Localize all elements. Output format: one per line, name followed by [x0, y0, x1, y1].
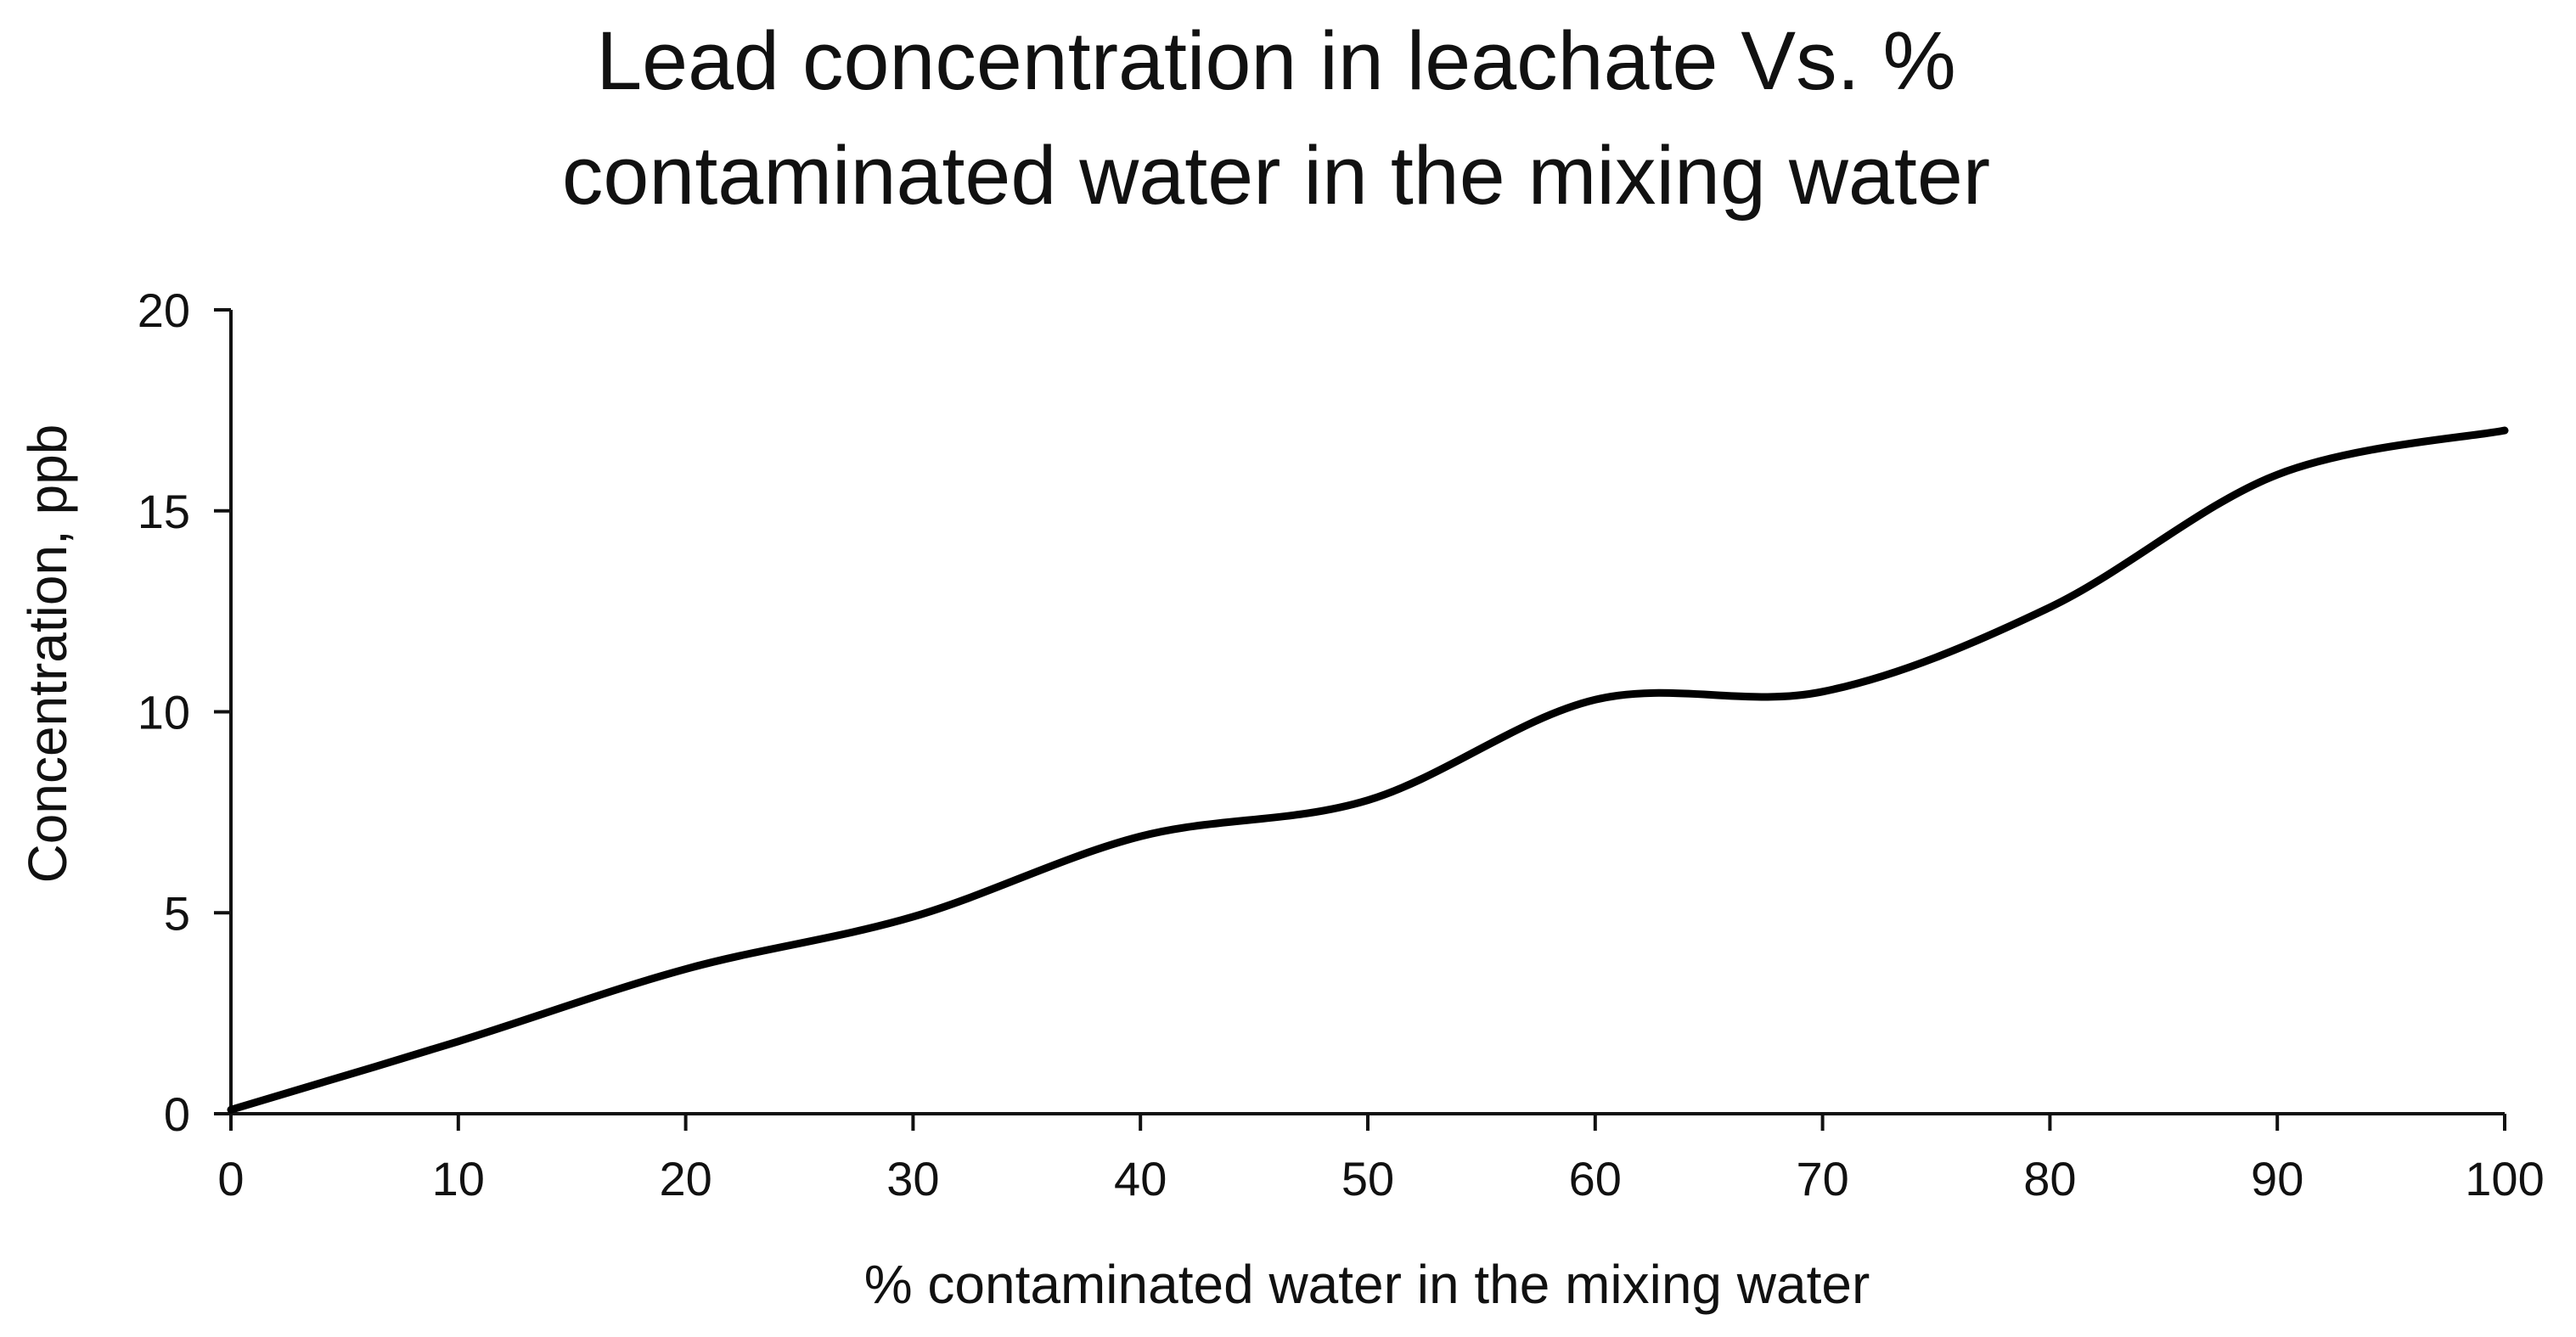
data-point	[1139, 834, 1142, 838]
x-tick-label: 90	[2251, 1152, 2303, 1205]
data-point	[1594, 698, 1597, 701]
x-tick-label: 30	[886, 1152, 939, 1205]
y-tick-label: 20	[138, 284, 190, 337]
x-axis-title: % contaminated water in the mixing water	[864, 1254, 1870, 1315]
data-point	[2275, 473, 2279, 476]
series-line	[227, 426, 2509, 1114]
chart-title: Lead concentration in leachate Vs. % con…	[562, 14, 1990, 222]
x-tick-label: 20	[659, 1152, 711, 1205]
data-point	[229, 1108, 233, 1111]
x-tick-label: 0	[217, 1152, 244, 1205]
y-tick-label: 15	[138, 485, 190, 538]
x-tick-label: 80	[2023, 1152, 2076, 1205]
x-tick-label: 60	[1569, 1152, 1622, 1205]
data-point	[684, 968, 688, 971]
data-point	[1821, 690, 1825, 694]
x-tick-label: 70	[1796, 1152, 1848, 1205]
data-point	[1366, 799, 1370, 802]
x-tick-label: 100	[2465, 1152, 2544, 1205]
data-point	[2048, 605, 2051, 609]
y-axis-title: Concentration, ppb	[17, 424, 78, 884]
x-tick-label: 40	[1114, 1152, 1167, 1205]
y-tick-label: 5	[164, 886, 190, 940]
data-point	[2503, 429, 2506, 432]
chart-title-line-1: Lead concentration in leachate Vs. %	[596, 14, 1956, 107]
x-tick-label: 10	[432, 1152, 485, 1205]
chart-title-line-2: contaminated water in the mixing water	[562, 129, 1990, 222]
data-point	[911, 915, 914, 918]
x-tick-label: 50	[1341, 1152, 1394, 1205]
y-tick-label: 10	[138, 686, 190, 739]
y-tick-label: 0	[164, 1087, 190, 1141]
data-point	[457, 1040, 460, 1043]
